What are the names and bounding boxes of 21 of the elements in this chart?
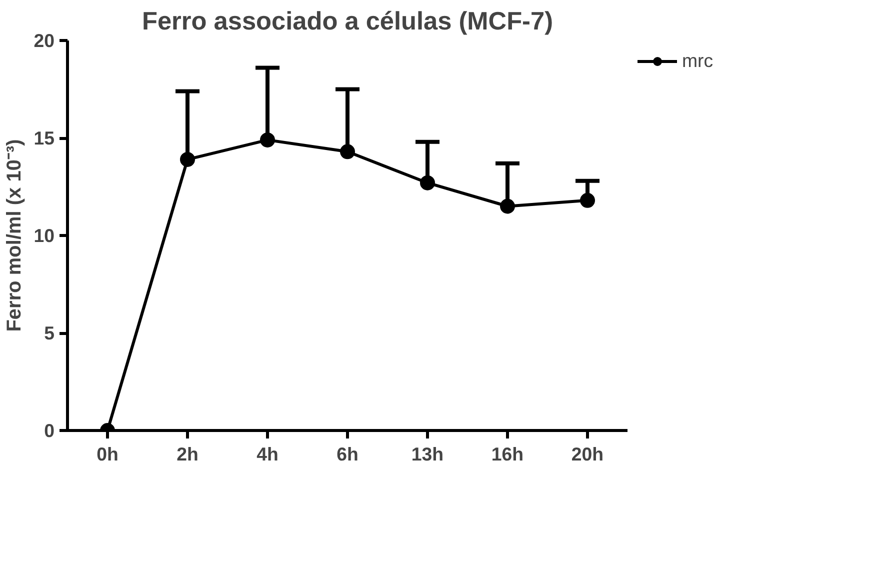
- x-tick-label: 20h: [571, 444, 604, 464]
- y-tick-label: 0: [44, 420, 55, 441]
- x-tick-label: 6h: [336, 444, 358, 464]
- x-tick-label: 0h: [96, 444, 118, 464]
- x-tick-label: 13h: [411, 444, 444, 464]
- y-tick-label: 15: [34, 128, 55, 148]
- x-tick-label: 2h: [176, 444, 198, 464]
- y-axis-title: Ferro mol/ml (x 10⁻³): [4, 139, 26, 332]
- y-tick-label: 20: [34, 30, 55, 51]
- point: [340, 144, 355, 160]
- legend-label: mrc: [682, 50, 714, 72]
- y-tick-label: 10: [34, 225, 55, 246]
- x-tick-label: 16h: [491, 444, 524, 464]
- x-tick-label: 4h: [256, 444, 278, 464]
- point: [580, 192, 595, 208]
- point: [420, 175, 435, 190]
- point: [500, 198, 515, 214]
- chart-title: Ferro associado a células (MCF-7): [142, 8, 554, 36]
- y-tick-label: 5: [44, 322, 55, 344]
- point: [260, 132, 275, 148]
- point: [180, 152, 195, 167]
